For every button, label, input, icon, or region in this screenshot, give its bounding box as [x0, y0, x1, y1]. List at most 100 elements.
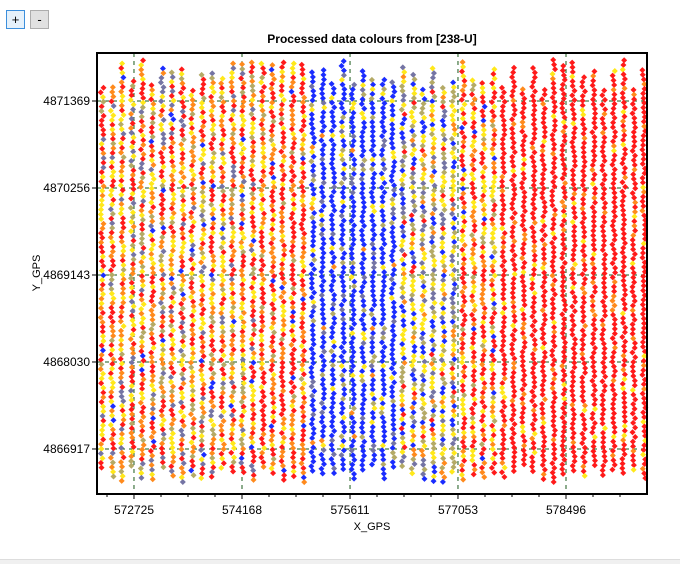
data-point: [639, 249, 646, 256]
data-point: [311, 256, 318, 263]
data-point: [510, 322, 517, 329]
data-point: [270, 352, 277, 359]
data-point: [350, 138, 357, 145]
data-point: [311, 266, 318, 273]
zoom-out-button[interactable]: -: [30, 10, 49, 29]
data-point: [531, 191, 538, 198]
data-point: [278, 270, 285, 277]
data-point: [370, 255, 377, 262]
data-point: [258, 229, 265, 236]
data-point: [339, 231, 346, 238]
data-point: [561, 245, 568, 252]
data-point: [278, 397, 285, 404]
data-point: [631, 96, 638, 103]
data-point: [400, 209, 407, 216]
data-point: [510, 102, 517, 109]
data-point: [169, 214, 176, 221]
data-point: [198, 273, 205, 280]
data-point: [160, 370, 167, 377]
data-point: [300, 207, 307, 214]
data-point: [480, 239, 487, 246]
data-point: [419, 236, 426, 243]
data-point: [268, 366, 275, 373]
data-point: [549, 197, 556, 204]
data-point: [129, 415, 136, 422]
survey-line: [157, 65, 167, 471]
data-point: [411, 132, 418, 139]
data-point: [581, 125, 588, 132]
data-point: [460, 368, 467, 375]
data-point: [280, 134, 287, 141]
data-point: [160, 140, 167, 147]
data-point: [118, 107, 125, 114]
data-point: [579, 379, 586, 386]
data-point: [169, 88, 176, 95]
data-point: [571, 280, 578, 287]
data-point: [488, 282, 495, 289]
data-point: [480, 366, 487, 373]
data-point: [579, 97, 586, 104]
data-point: [549, 272, 556, 279]
data-point: [308, 369, 315, 376]
data-point: [169, 439, 176, 446]
data-point: [469, 335, 476, 342]
data-point: [298, 343, 305, 350]
data-point: [128, 129, 135, 136]
data-point: [379, 451, 386, 458]
data-point: [199, 278, 206, 285]
data-point: [220, 211, 227, 218]
data-point: [299, 193, 306, 200]
data-point: [279, 176, 286, 183]
data-point: [379, 259, 386, 266]
data-point: [328, 432, 335, 439]
data-point: [109, 300, 116, 307]
data-point: [338, 180, 345, 187]
data-point: [329, 329, 336, 336]
data-point: [400, 280, 407, 287]
data-point: [139, 371, 146, 378]
data-point: [509, 130, 516, 137]
data-point: [419, 321, 426, 328]
data-point: [549, 300, 556, 307]
data-point: [209, 393, 216, 400]
data-point: [200, 409, 207, 416]
data-point: [198, 128, 205, 135]
data-point: [228, 285, 235, 292]
data-point: [178, 361, 185, 368]
data-point: [440, 94, 447, 101]
data-point: [279, 186, 286, 193]
data-point: [380, 114, 387, 121]
data-point: [449, 379, 456, 386]
data-point: [339, 198, 346, 205]
data-point: [519, 119, 526, 126]
data-point: [249, 261, 256, 268]
data-point: [320, 142, 327, 149]
data-point: [368, 433, 375, 440]
data-point: [280, 467, 287, 474]
data-point: [622, 418, 629, 425]
data-point: [549, 403, 556, 410]
data-point: [560, 447, 567, 454]
data-point: [621, 169, 628, 176]
data-point: [350, 381, 357, 388]
data-point: [640, 315, 647, 322]
survey-line: [529, 64, 539, 475]
data-point: [228, 276, 235, 283]
data-point: [209, 126, 216, 133]
data-point: [290, 374, 297, 381]
data-point: [268, 127, 275, 134]
data-point: [620, 296, 627, 303]
data-point: [589, 204, 596, 211]
data-point: [169, 158, 176, 165]
data-point: [560, 227, 567, 234]
data-point: [180, 183, 187, 190]
data-point: [300, 469, 307, 476]
data-point: [429, 107, 436, 114]
data-point: [269, 226, 276, 233]
data-point: [248, 336, 255, 343]
data-point: [228, 271, 235, 278]
zoom-in-button[interactable]: +: [6, 10, 25, 29]
data-point: [198, 371, 205, 378]
data-point: [419, 213, 426, 220]
data-point: [228, 149, 235, 156]
